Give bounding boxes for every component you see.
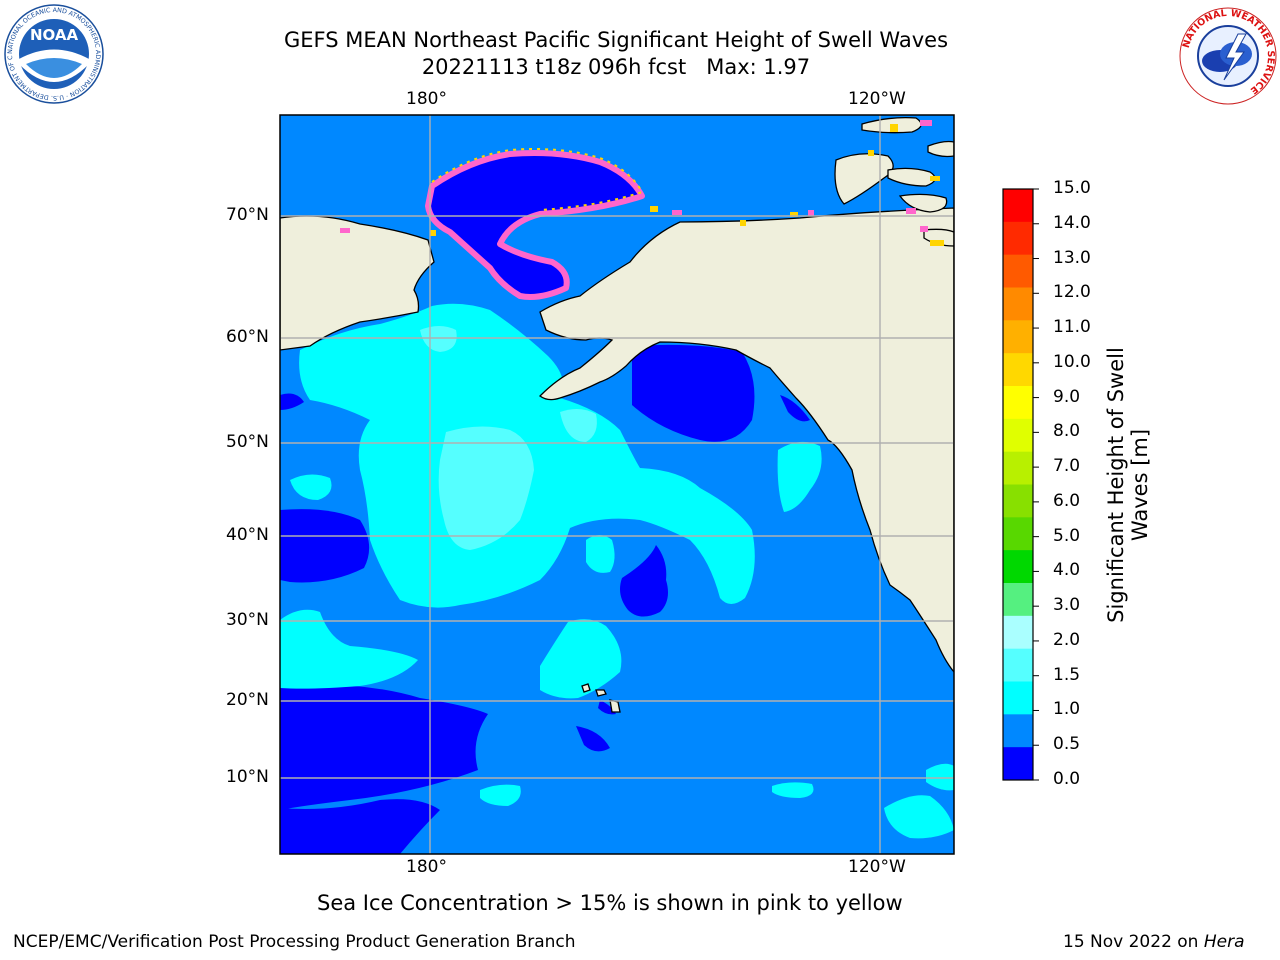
colorbar-segment xyxy=(1003,189,1033,223)
colorbar-tick-label: 11.0 xyxy=(1053,317,1091,338)
colorbar-tick-label: 4.0 xyxy=(1053,560,1081,581)
colorbar-tick-label: 2.0 xyxy=(1053,629,1081,650)
colorbar-tick-label: 1.0 xyxy=(1053,699,1081,720)
colorbar-segment xyxy=(1003,583,1033,617)
colorbar-tick-label: 1.5 xyxy=(1053,664,1081,685)
colorbar-tick-label: 9.0 xyxy=(1053,386,1081,407)
lat-tick-60n: 60°N xyxy=(226,327,269,347)
colorbar-segment xyxy=(1003,451,1033,485)
colorbar-tick-label: 7.0 xyxy=(1053,456,1081,477)
noaa-logo: NATIONAL OCEANIC AND ATMOSPHERIC ADMINIS… xyxy=(4,4,104,104)
colorbar-tick-label: 6.0 xyxy=(1053,490,1081,511)
colorbar-tick-label: 0.0 xyxy=(1053,769,1081,789)
lon-tick-bottom-180: 180° xyxy=(406,857,447,877)
lat-tick-30n: 30°N xyxy=(226,610,269,630)
sea-ice-zone xyxy=(425,148,645,300)
colorbar-frame xyxy=(1002,188,1034,781)
colorbar-segment xyxy=(1003,254,1033,288)
colorbar-tick-label: 14.0 xyxy=(1053,212,1091,233)
colorbar-title: Significant Height of Swell Waves [m] xyxy=(1104,325,1152,645)
lon-tick-top-180: 180° xyxy=(406,89,447,109)
lon-tick-bottom-120w: 120°W xyxy=(848,857,906,877)
lat-tick-20n: 20°N xyxy=(226,690,269,710)
colorbar-tick-label: 15.0 xyxy=(1053,178,1091,198)
colorbar-segment xyxy=(1003,517,1033,551)
land-masses xyxy=(280,116,954,713)
map-frame xyxy=(279,114,955,855)
colorbar-segment xyxy=(1003,386,1033,420)
lat-tick-50n: 50°N xyxy=(226,432,269,452)
colorbar-tick-label: 10.0 xyxy=(1053,351,1091,372)
colorbar xyxy=(1003,189,1033,781)
colorbar-segment xyxy=(1003,484,1033,518)
map-area xyxy=(280,115,954,854)
colorbar-segment xyxy=(1003,681,1033,715)
footer-date-text: 15 Nov 2022 on xyxy=(1063,932,1204,952)
colorbar-segment xyxy=(1003,221,1033,256)
lon-tick-top-120w: 120°W xyxy=(848,89,906,109)
chart-subtitle: 20221113 t18z 096h fcst Max: 1.97 xyxy=(421,55,811,79)
lat-tick-10n: 10°N xyxy=(226,767,269,787)
colorbar-tick-label: 8.0 xyxy=(1053,421,1081,442)
colorbar-segment xyxy=(1003,550,1033,584)
swell-band-15-20 xyxy=(420,326,597,550)
sea-ice-speckles xyxy=(340,120,944,246)
footer-date: 15 Nov 2022 on Hera xyxy=(1063,932,1245,952)
colorbar-tick-label: 0.5 xyxy=(1053,734,1081,755)
nws-logo: NATIONAL WEATHER SERVICE xyxy=(1179,7,1277,105)
sea-ice-note: Sea Ice Concentration > 15% is shown in … xyxy=(317,891,903,915)
colorbar-tick-label: 3.0 xyxy=(1053,595,1081,616)
colorbar-tick-label: 12.0 xyxy=(1053,282,1091,303)
colorbar-segment xyxy=(1003,418,1033,453)
footer-host: Hera xyxy=(1203,932,1245,952)
colorbar-segment xyxy=(1003,615,1033,650)
colorbar-segment xyxy=(1003,353,1033,387)
graticule xyxy=(280,115,954,854)
colorbar-title-line1: Significant Height of Swell xyxy=(1104,347,1128,623)
chart-title: GEFS MEAN Northeast Pacific Significant … xyxy=(283,28,949,52)
colorbar-segment xyxy=(1003,747,1033,781)
colorbar-tick-marks xyxy=(1033,188,1039,781)
lat-tick-40n: 40°N xyxy=(226,525,269,545)
colorbar-title-line2: Waves [m] xyxy=(1128,428,1152,542)
colorbar-segment xyxy=(1003,320,1033,354)
footer-branch: NCEP/EMC/Verification Post Processing Pr… xyxy=(13,932,576,952)
colorbar-segment xyxy=(1003,287,1033,321)
colorbar-segment xyxy=(1003,648,1033,682)
colorbar-tick-label: 5.0 xyxy=(1053,525,1081,546)
noaa-logo-text: NOAA xyxy=(30,26,79,44)
lat-tick-70n: 70°N xyxy=(226,205,269,225)
colorbar-tick-label: 13.0 xyxy=(1053,247,1091,268)
colorbar-segment xyxy=(1003,714,1033,748)
